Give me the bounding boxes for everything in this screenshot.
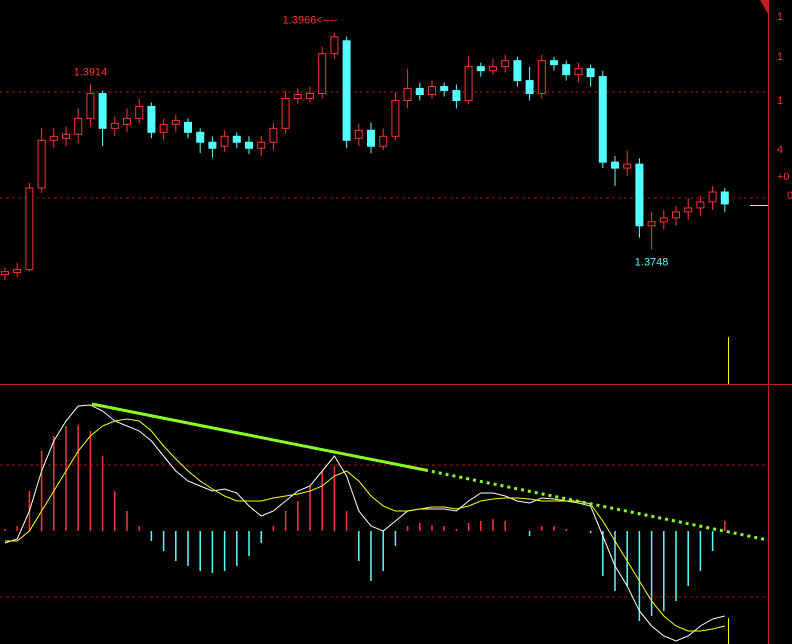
- candle-body: [269, 127, 278, 143]
- candle-body: [537, 60, 546, 95]
- axis-fragment: 1: [777, 95, 783, 107]
- candle-body: [464, 66, 473, 101]
- candle-body: [672, 211, 680, 219]
- candle-body: [391, 99, 400, 137]
- candle-body: [440, 86, 449, 92]
- candle-body: [415, 88, 424, 96]
- candle-body: [62, 133, 70, 139]
- candle-body: [647, 221, 656, 227]
- axis-fragment: +0: [777, 171, 790, 183]
- candle-body: [37, 139, 46, 189]
- axis-fragment: 4: [777, 144, 783, 156]
- candle-body: [257, 141, 266, 149]
- macd-line: [4, 404, 725, 642]
- candle-body: [720, 191, 729, 205]
- candle-body: [98, 93, 107, 129]
- right-axis: 1 1 1 4 +0 0: [777, 11, 792, 202]
- candle-body: [318, 53, 327, 95]
- macd-line: [5, 418, 725, 632]
- axis-fragment: 0: [787, 190, 792, 202]
- candle-body: [525, 80, 534, 95]
- candle-body: [452, 90, 461, 101]
- candle-body: [123, 117, 131, 125]
- candle-body: [354, 129, 363, 139]
- candle-body: [623, 163, 632, 169]
- macd: [4, 404, 726, 642]
- candle-body: [13, 269, 22, 274]
- candle-body: [659, 217, 668, 223]
- candle-body: [574, 68, 583, 76]
- candle-body: [611, 161, 619, 169]
- candle-body: [598, 76, 607, 163]
- candle-body: [184, 121, 192, 133]
- candle-body: [476, 66, 485, 72]
- candle-body: [367, 129, 375, 147]
- candle-body: [232, 135, 241, 143]
- price-annotation: 1.3748: [635, 257, 669, 269]
- candle-body: [86, 93, 95, 119]
- candle-body: [428, 86, 436, 96]
- candle-body: [159, 123, 168, 133]
- trend-solid: [91, 402, 426, 472]
- trend-line: [91, 402, 769, 542]
- candle-body: [513, 60, 522, 82]
- candle-body: [281, 97, 290, 129]
- price-annotation: 1.3966<----: [283, 15, 338, 27]
- candle-body: [25, 187, 34, 271]
- candle-body: [550, 60, 558, 66]
- candle-body: [208, 141, 217, 149]
- candle-body: [135, 105, 144, 119]
- candle-body: [293, 94, 302, 99]
- candle-body: [403, 88, 412, 101]
- axis-fragment: 1: [777, 11, 783, 23]
- candle-body: [330, 36, 339, 55]
- candle-body: [635, 163, 644, 227]
- candle-body: [586, 68, 595, 78]
- candle-body: [1, 271, 9, 276]
- candle-body: [171, 119, 180, 125]
- candle-body: [696, 201, 705, 209]
- candle-body: [501, 60, 510, 68]
- candle-body: [306, 93, 314, 99]
- candle-body: [245, 141, 253, 149]
- candle-body: [379, 135, 388, 147]
- candle-body: [489, 66, 497, 72]
- corner: [760, 0, 768, 14]
- candle-body: [110, 122, 119, 129]
- candle-body: [342, 40, 351, 141]
- candle-body: [220, 135, 229, 147]
- candle-body: [49, 135, 58, 141]
- candle-body: [147, 105, 156, 133]
- candle-body: [708, 191, 717, 203]
- candle-body: [684, 207, 693, 213]
- candles: 1.3914 1.3966<---- 1.3748: [1, 15, 729, 280]
- candle-body: [74, 117, 83, 135]
- candle-body: [196, 131, 205, 143]
- trend-dotted: [424, 468, 769, 542]
- price-annotation: 1.3914: [74, 66, 108, 78]
- axis-fragment: 1: [777, 51, 783, 63]
- candle-body: [562, 64, 571, 76]
